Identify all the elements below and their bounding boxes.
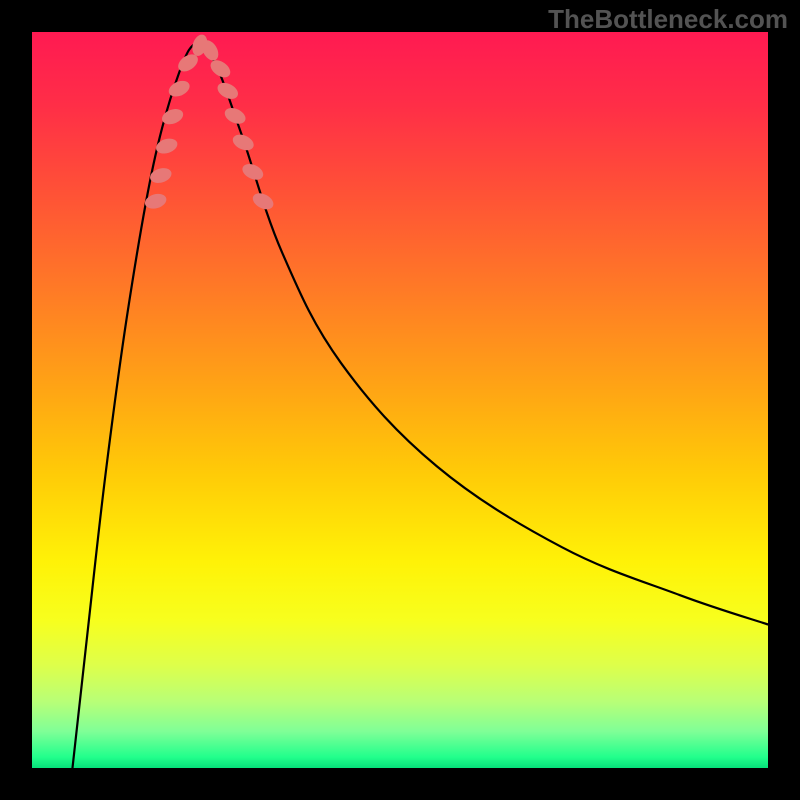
curve-marker — [250, 190, 276, 212]
watermark-text: TheBottleneck.com — [548, 4, 788, 35]
curve-marker — [215, 80, 241, 103]
curve-marker — [154, 136, 179, 156]
plot-area — [32, 32, 768, 768]
curve-marker — [230, 132, 256, 154]
curve-marker — [222, 105, 248, 127]
chart-frame: TheBottleneck.com — [0, 0, 800, 800]
curve-marker — [240, 161, 266, 183]
curve-layer — [32, 32, 768, 768]
bottleneck-curve-path — [72, 43, 768, 768]
